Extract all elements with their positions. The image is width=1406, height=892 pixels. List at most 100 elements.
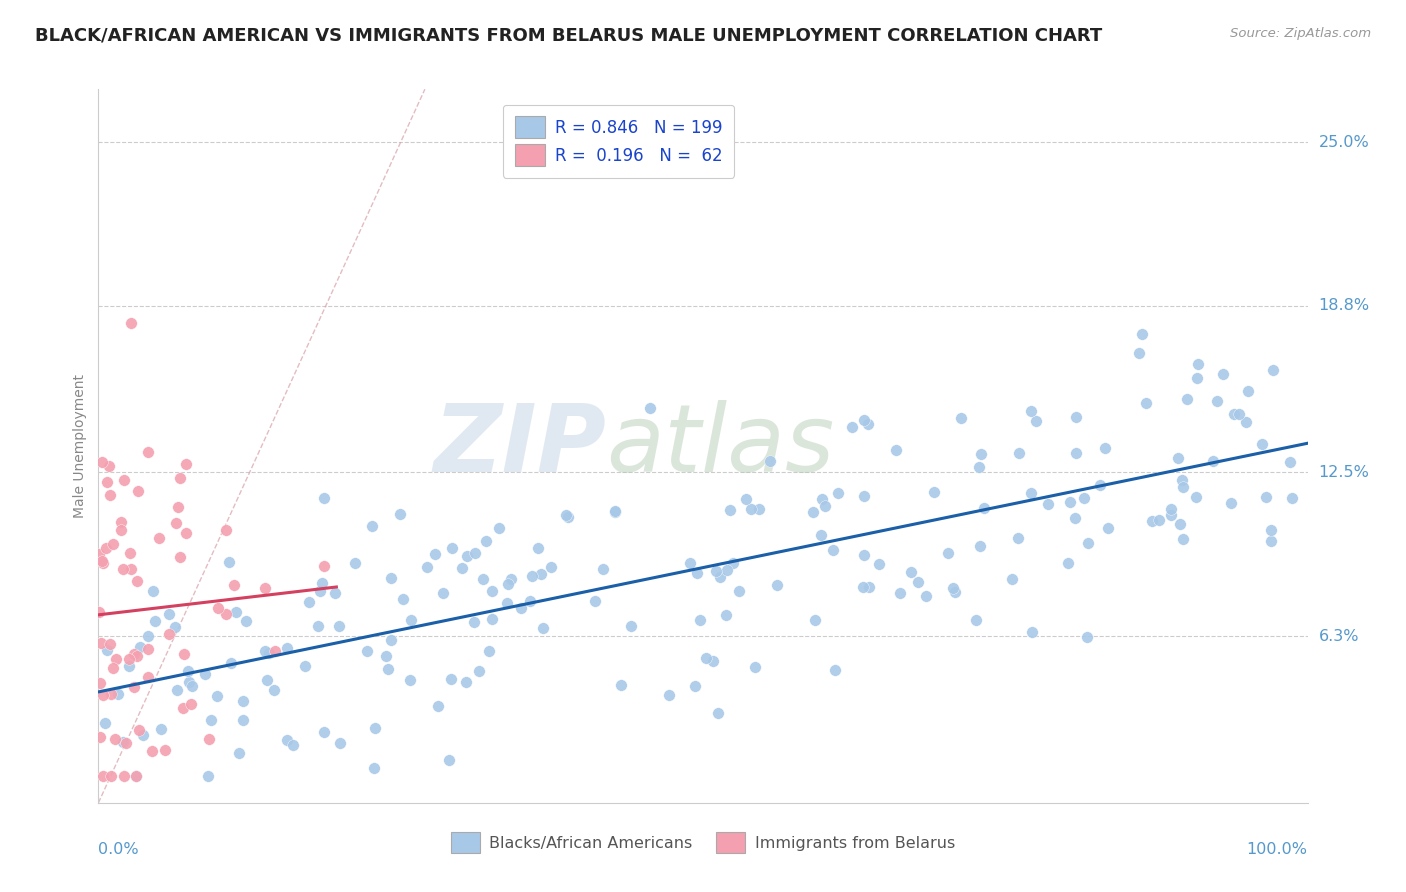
Point: [1251, 437, 1274, 451]
Point: [714, 607, 737, 622]
Point: [969, 447, 991, 461]
Legend: Blacks/African Americans, Immigrants from Belarus: Blacks/African Americans, Immigrants fro…: [444, 826, 962, 859]
Point: [1254, 490, 1277, 504]
Point: [87, 605, 110, 619]
Point: [695, 651, 717, 665]
Point: [87, 547, 110, 561]
Point: [720, 503, 742, 517]
Point: [495, 596, 517, 610]
Point: [94, 716, 117, 731]
Point: [1281, 491, 1303, 505]
Point: [173, 648, 195, 662]
Point: [136, 642, 159, 657]
Point: [205, 690, 228, 704]
Point: [1090, 477, 1112, 491]
Y-axis label: Male Unemployment: Male Unemployment: [73, 374, 87, 518]
Point: [325, 586, 347, 600]
Point: [254, 581, 277, 595]
Point: [824, 663, 846, 677]
Point: [91, 769, 114, 783]
Point: [225, 606, 247, 620]
Point: [967, 460, 990, 475]
Point: [1063, 511, 1085, 525]
Point: [1019, 485, 1042, 500]
Point: [856, 417, 879, 431]
Point: [215, 524, 238, 538]
Point: [91, 554, 114, 568]
Point: [363, 761, 385, 775]
Point: [973, 501, 995, 516]
Point: [557, 509, 579, 524]
Point: [530, 567, 553, 582]
Point: [1076, 536, 1098, 550]
Point: [194, 667, 217, 681]
Point: [463, 615, 485, 629]
Point: [583, 593, 606, 607]
Point: [1057, 556, 1080, 570]
Text: BLACK/AFRICAN AMERICAN VS IMMIGRANTS FROM BELARUS MALE UNEMPLOYMENT CORRELATION : BLACK/AFRICAN AMERICAN VS IMMIGRANTS FRO…: [35, 27, 1102, 45]
Point: [115, 736, 138, 750]
Point: [1220, 496, 1243, 510]
Point: [1170, 517, 1192, 532]
Point: [1227, 407, 1250, 421]
Point: [456, 675, 478, 690]
Text: 18.8%: 18.8%: [1319, 299, 1369, 313]
Point: [965, 613, 987, 627]
Point: [1094, 441, 1116, 455]
Point: [1160, 508, 1182, 523]
Point: [858, 580, 880, 594]
Point: [1234, 416, 1257, 430]
Point: [1097, 521, 1119, 535]
Point: [1140, 514, 1163, 528]
Point: [142, 584, 165, 599]
Point: [592, 562, 614, 576]
Point: [531, 620, 554, 634]
Point: [138, 670, 160, 684]
Point: [1036, 497, 1059, 511]
Point: [374, 649, 396, 664]
Point: [467, 664, 489, 678]
Point: [311, 575, 333, 590]
Point: [1073, 491, 1095, 505]
Point: [174, 526, 197, 541]
Point: [180, 697, 202, 711]
Point: [744, 660, 766, 674]
Point: [218, 555, 240, 569]
Point: [118, 546, 141, 560]
Point: [735, 492, 758, 507]
Point: [112, 735, 135, 749]
Point: [1149, 513, 1171, 527]
Point: [307, 619, 329, 633]
Point: [1260, 534, 1282, 549]
Point: [868, 557, 890, 571]
Point: [118, 659, 141, 673]
Point: [157, 607, 180, 621]
Point: [89, 676, 111, 690]
Point: [148, 531, 170, 545]
Point: [1076, 630, 1098, 644]
Point: [215, 607, 238, 621]
Point: [118, 652, 141, 666]
Point: [104, 652, 127, 666]
Point: [499, 572, 522, 586]
Point: [638, 401, 661, 415]
Point: [464, 546, 486, 560]
Point: [740, 501, 762, 516]
Point: [811, 491, 834, 506]
Point: [149, 722, 172, 736]
Point: [111, 562, 134, 576]
Point: [276, 733, 298, 747]
Point: [110, 523, 132, 537]
Point: [294, 658, 316, 673]
Point: [432, 586, 454, 600]
Point: [169, 471, 191, 485]
Point: [679, 557, 702, 571]
Point: [1019, 403, 1042, 417]
Point: [1160, 501, 1182, 516]
Point: [89, 730, 111, 744]
Point: [810, 527, 832, 541]
Point: [309, 584, 332, 599]
Point: [98, 458, 121, 473]
Point: [527, 541, 550, 555]
Point: [180, 679, 202, 693]
